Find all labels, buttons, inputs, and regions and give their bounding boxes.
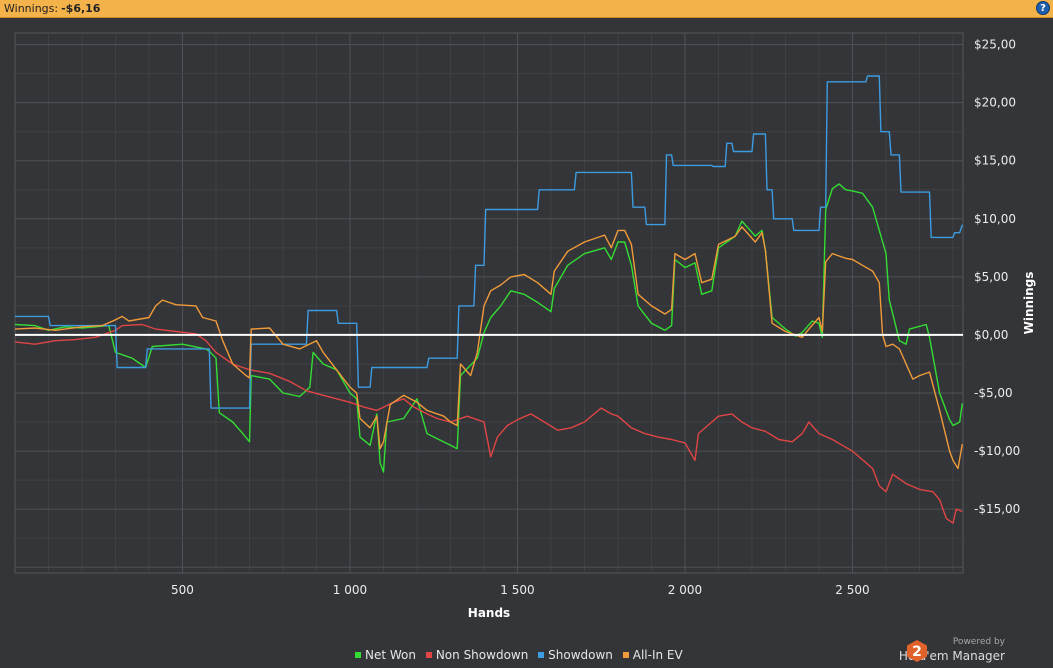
- hem-logo-icon: 2: [907, 640, 927, 662]
- y-tick-label: $20,00: [974, 96, 1016, 110]
- x-axis-title: Hands: [468, 606, 510, 620]
- legend-label: All-In EV: [632, 648, 683, 662]
- legend-label: Net Won: [365, 648, 416, 662]
- y-tick-label: $0,00: [974, 328, 1008, 342]
- winnings-summary: Winnings: -$6,16: [4, 2, 100, 15]
- x-tick-label: 1 500: [500, 583, 534, 597]
- x-tick-label: 1 000: [333, 583, 367, 597]
- legend-swatch: [538, 652, 545, 658]
- help-icon[interactable]: ?: [1036, 1, 1050, 15]
- y-tick-label: -$15,00: [974, 502, 1020, 516]
- legend-item-showdown[interactable]: Showdown: [538, 648, 613, 662]
- winnings-value: -$6,16: [61, 2, 101, 15]
- series-line-all-in-ev: [14, 226, 963, 470]
- series-line-non-showdown: [14, 323, 963, 524]
- legend-swatch: [425, 652, 432, 658]
- x-tick-label: 2 500: [835, 583, 869, 597]
- legend-item-non-showdown[interactable]: Non Showdown: [425, 648, 529, 662]
- series-line-net-won: [14, 183, 963, 473]
- powered-by-text: Powered by: [952, 637, 1005, 647]
- legend-item-all-in-ev[interactable]: All-In EV: [622, 648, 683, 662]
- legend-label: Showdown: [548, 648, 613, 662]
- y-tick-label: $15,00: [974, 154, 1016, 168]
- legend-swatch: [622, 652, 629, 658]
- winnings-label: Winnings:: [4, 2, 59, 15]
- series-lines: [14, 75, 963, 524]
- y-tick-label: $25,00: [974, 38, 1016, 52]
- logo-digit: 2: [912, 644, 922, 660]
- y-axis-title: Winnings: [1022, 272, 1036, 335]
- y-tick-label: -$10,00: [974, 444, 1020, 458]
- legend-label: Non Showdown: [435, 648, 529, 662]
- legend-swatch: [355, 652, 361, 658]
- legend: Net Won Non Showdown Showdown All-In EV: [355, 648, 689, 662]
- x-axis-ticks: 500 1 000 1 500 2 000 2 500: [171, 583, 870, 597]
- x-tick-label: 2 000: [668, 583, 702, 597]
- legend-item-net-won[interactable]: Net Won: [355, 648, 416, 662]
- plot-area: [14, 32, 964, 574]
- winnings-header: Winnings: -$6,16 ?: [0, 0, 1053, 18]
- series-line-showdown: [15, 75, 963, 409]
- y-axis-ticks: $25,00 $20,00 $15,00 $10,00 $5,00 $0,00 -$5,00…: [974, 38, 1020, 517]
- y-tick-label: $5,00: [974, 270, 1008, 284]
- y-tick-label: -$5,00: [974, 386, 1013, 400]
- x-tick-label: 500: [171, 583, 194, 597]
- y-tick-label: $10,00: [974, 212, 1016, 226]
- branding: Powered by Hold'em Manager 2: [899, 637, 1045, 665]
